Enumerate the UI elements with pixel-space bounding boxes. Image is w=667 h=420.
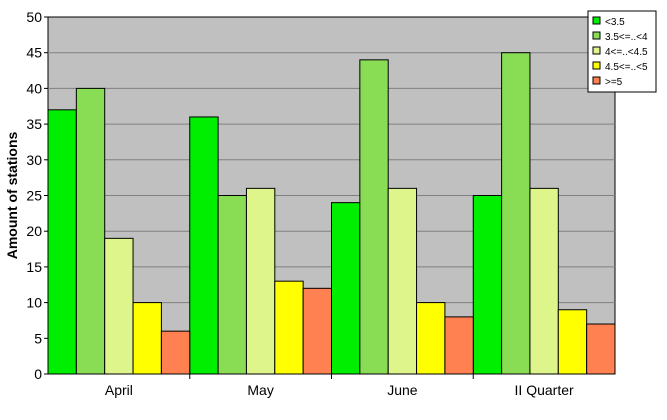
y-tick-label: 30 xyxy=(26,152,42,168)
legend-swatch xyxy=(592,61,601,70)
legend-label: >=5 xyxy=(605,77,623,88)
legend-label: 4<=..<4.5 xyxy=(605,47,648,58)
legend-swatch xyxy=(592,76,601,85)
y-tick-label: 5 xyxy=(34,330,42,346)
bar xyxy=(331,202,361,375)
x-tick-label: II Quarter xyxy=(515,382,574,398)
legend-label: 4.5<=..<5 xyxy=(605,62,648,73)
y-tick-label: 20 xyxy=(26,223,42,239)
legend-swatch xyxy=(592,31,601,40)
x-tick-label: June xyxy=(387,382,418,398)
bar xyxy=(274,280,304,375)
bar xyxy=(217,195,247,375)
bar xyxy=(359,59,389,375)
y-tick-label: 35 xyxy=(26,116,42,132)
bar xyxy=(47,109,77,375)
legend-label: <3.5 xyxy=(605,17,625,28)
legend-label: 3.5<=..<4 xyxy=(605,32,648,43)
y-tick-label: 50 xyxy=(26,9,42,25)
y-tick-label: 25 xyxy=(26,188,42,204)
x-tick-label: May xyxy=(247,382,273,398)
legend: <3.5 3.5<=..<4 4<=..<4.5 4.5<=..<5 >=5 xyxy=(587,10,657,93)
axes: 0 5 10 15 20 25 30 35 40 45 50 April May June II Quart… xyxy=(26,9,574,398)
bar xyxy=(586,323,616,375)
x-tick-label: April xyxy=(105,382,133,398)
bar xyxy=(160,330,191,375)
bar xyxy=(444,316,474,375)
bar xyxy=(245,187,276,375)
bar xyxy=(104,237,134,375)
legend-swatch xyxy=(592,46,601,55)
bar xyxy=(472,195,503,375)
y-tick-label: 40 xyxy=(26,80,42,96)
bar xyxy=(529,187,559,375)
y-tick-label: 10 xyxy=(26,295,42,311)
bar xyxy=(302,287,332,375)
legend-swatch xyxy=(592,16,601,25)
bar xyxy=(132,302,162,375)
bar xyxy=(189,116,219,375)
y-tick-label: 0 xyxy=(34,366,42,382)
bar xyxy=(501,52,531,375)
bar xyxy=(75,87,106,375)
bar xyxy=(557,309,588,375)
bar xyxy=(416,302,446,375)
y-axis-label: Amount of stations xyxy=(4,132,20,260)
y-tick-label: 15 xyxy=(26,259,42,275)
bar xyxy=(387,187,418,375)
y-tick-label: 45 xyxy=(26,45,42,61)
bars xyxy=(47,52,616,375)
